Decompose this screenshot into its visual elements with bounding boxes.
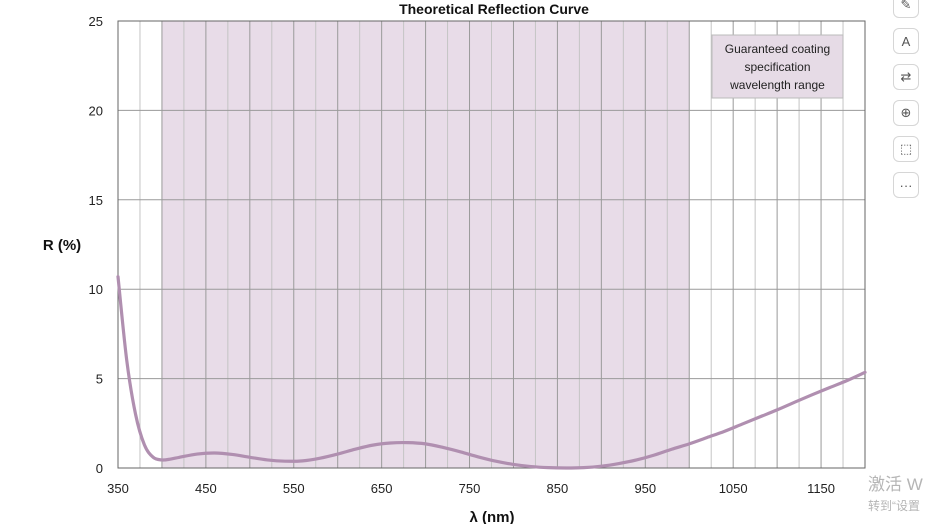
x-tick-label: 550 [283,481,305,496]
y-tick-label: 0 [96,461,103,476]
y-tick-label: 10 [89,282,103,297]
y-tick-label: 15 [89,193,103,208]
x-tick-label: 350 [107,481,129,496]
side-toolbar: ✎ A ⇄ ⊕ ⬚ ··· [893,0,923,208]
y-tick-label: 5 [96,372,103,387]
y-tick-label: 25 [89,14,103,29]
x-tick-label: 450 [195,481,217,496]
x-tick-label: 950 [634,481,656,496]
x-axis-label: λ (nm) [470,509,515,524]
spec-range-label-box [711,34,844,99]
y-tick-label: 20 [89,103,103,118]
x-tick-label: 1150 [807,481,835,496]
activation-watermark: 激活 W [868,475,923,494]
x-tick-label: 1050 [719,481,748,496]
chart-title: Theoretical Reflection Curve [399,1,589,17]
y-axis-label: R (%) [43,237,81,254]
plot-frame [117,20,866,469]
draw-icon[interactable]: ✎ [893,0,919,18]
more-icon[interactable]: ··· [893,172,919,198]
spec-range-label-line: Guaranteed coating [725,42,830,56]
select-area-icon[interactable]: ⬚ [893,136,919,162]
spec-range-label-line: wavelength range [729,78,825,92]
x-tick-label: 850 [547,481,569,496]
x-tick-label: 750 [459,481,481,496]
text-edit-icon[interactable]: A [893,28,919,54]
reflection-curve-line [116,275,867,470]
activation-watermark-sub: 转到“设置 [868,499,920,513]
zoom-icon[interactable]: ⊕ [893,100,919,126]
x-tick-label: 650 [371,481,393,496]
translate-icon[interactable]: ⇄ [893,64,919,90]
spec-range-label-line: specification [744,60,810,74]
